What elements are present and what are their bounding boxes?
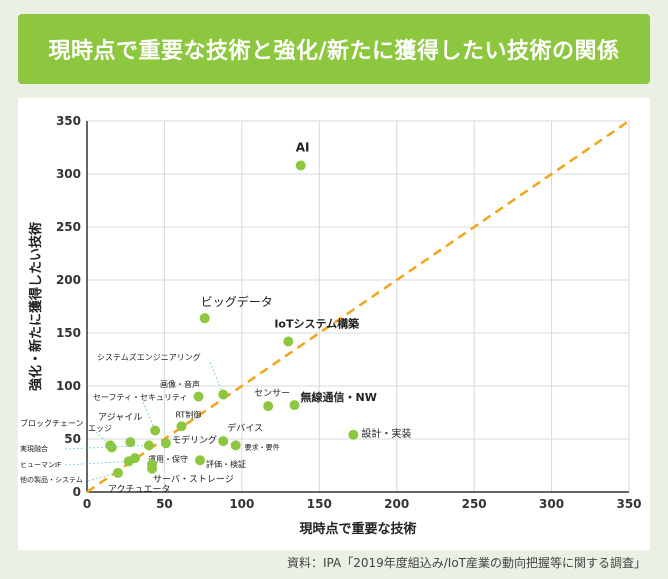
- data-point: [283, 336, 294, 347]
- data-label: モデリング: [172, 434, 217, 446]
- data-point: [147, 463, 158, 474]
- data-label: システムズエンジニアリング: [97, 352, 201, 362]
- data-label: ヒューマンIF: [20, 461, 61, 469]
- data-point: [193, 391, 204, 402]
- chart-panel: [18, 98, 650, 550]
- data-label: 実現融合: [20, 444, 48, 453]
- x-tick-label: 200: [384, 497, 409, 511]
- y-tick-label: 200: [56, 273, 81, 287]
- source-note: 資料：IPA「2019年度組込み/IoT産業の動向把握等に関する調査」: [286, 556, 646, 570]
- y-tick-label: 100: [56, 379, 81, 393]
- leader-line: [64, 460, 129, 466]
- data-point: [125, 437, 136, 448]
- data-label: アクチュエータ: [108, 484, 171, 495]
- leader-line: [87, 472, 119, 482]
- data-label: デバイス: [227, 422, 263, 434]
- data-label: エッジ: [88, 424, 112, 433]
- x-tick-label: 350: [616, 497, 641, 511]
- y-tick-label: 0: [73, 485, 81, 499]
- data-point: [289, 400, 300, 411]
- data-point: [195, 455, 206, 466]
- data-label: 運用・保守: [148, 454, 188, 464]
- data-label: ブロックチェーン: [20, 418, 84, 428]
- data-label: サーバ・ストレージ: [153, 474, 234, 485]
- x-tick-label: 250: [462, 497, 487, 511]
- y-tick-label: 300: [56, 167, 81, 181]
- x-tick-label: 0: [83, 497, 91, 511]
- x-tick-label: 50: [156, 497, 173, 511]
- y-axis-title: 強化・新たに獲得したい技術: [28, 222, 44, 391]
- data-label: セーフティ・セキュリティ: [93, 393, 188, 402]
- y-tick-label: 250: [56, 220, 81, 234]
- x-tick-label: 150: [307, 497, 332, 511]
- data-point: [112, 467, 123, 478]
- data-point: [295, 160, 306, 171]
- data-label: 画像・音声: [160, 379, 200, 389]
- x-tick-label: 300: [539, 497, 564, 511]
- chart-title-bar: 現時点で重要な技術と強化/新たに獲得したい技術の関係: [18, 14, 650, 84]
- data-label: 他の製品・システム: [20, 475, 83, 484]
- data-point: [263, 401, 274, 412]
- data-point: [218, 389, 229, 400]
- y-tick-label: 350: [56, 114, 81, 128]
- y-tick-label: 150: [56, 326, 81, 340]
- data-point: [230, 440, 241, 451]
- data-label: 設計・実装: [361, 427, 411, 440]
- chart-title: 現時点で重要な技術と強化/新たに獲得したい技術の関係: [48, 39, 620, 64]
- leader-line: [209, 361, 224, 395]
- data-point: [143, 440, 154, 451]
- data-label: IoTシステム構築: [274, 316, 360, 330]
- leader-line: [142, 401, 156, 431]
- data-label: 評価・検証: [206, 459, 246, 469]
- data-point: [176, 421, 187, 432]
- data-point: [199, 313, 210, 324]
- data-label: 無線通信・NW: [301, 390, 377, 404]
- data-point: [160, 438, 171, 449]
- data-label: RT制御: [175, 409, 201, 419]
- data-point: [150, 425, 161, 436]
- data-label: AI: [296, 141, 310, 155]
- x-axis-title: 現時点で重要な技術: [299, 521, 416, 537]
- data-point: [348, 429, 359, 440]
- data-point: [123, 456, 134, 467]
- x-tick-label: 100: [229, 497, 254, 511]
- data-label: センサー: [254, 388, 290, 399]
- diagonal-line: [86, 119, 630, 494]
- y-tick-label: 50: [64, 432, 81, 446]
- data-label: ビッグデータ: [201, 294, 273, 309]
- data-label: アジャイル: [98, 413, 142, 423]
- data-point: [106, 442, 117, 453]
- data-label: 要求・要件: [245, 442, 280, 451]
- data-point: [218, 436, 229, 447]
